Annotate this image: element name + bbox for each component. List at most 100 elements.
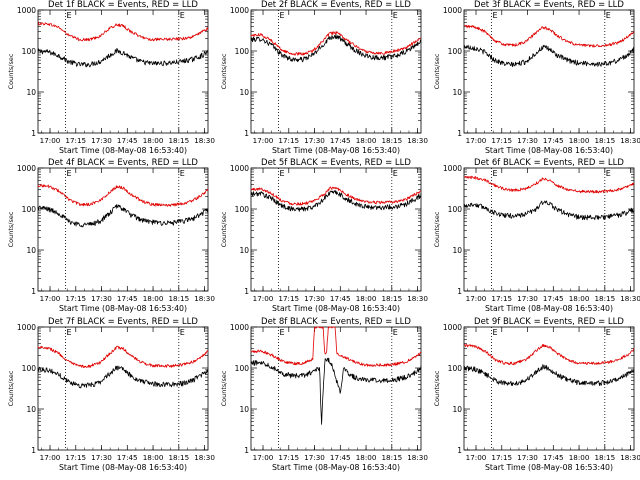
x-tick-label: 17:00 — [40, 136, 61, 145]
y-tick-label: 100 — [235, 47, 250, 56]
x-tick-label: 17:00 — [253, 453, 274, 462]
y-tick-label: 1000 — [230, 323, 249, 332]
plot-frame — [463, 167, 635, 292]
y-tick-label: 10 — [26, 405, 36, 414]
series-lld-line — [250, 31, 422, 56]
eclipse-marker-label: E — [180, 328, 185, 337]
series-lld-line — [463, 25, 635, 48]
y-axis-label: Counts/sec — [220, 53, 228, 89]
x-tick-label: 17:30 — [517, 136, 538, 145]
series-events-line — [250, 189, 422, 212]
x-axis-label: Start Time (08-May-08 16:53:40) — [272, 304, 400, 313]
x-tick-label: 17:00 — [40, 453, 61, 462]
series-lld-line — [463, 343, 635, 366]
panel-title: Det 2f BLACK = Events, RED = LLD — [261, 0, 411, 10]
x-tick-label: 18:30 — [620, 136, 640, 145]
panel-det-7f: Det 7f BLACK = Events, RED = LLD 1 10 100 10… — [7, 317, 215, 472]
y-axis-label: Counts/sec — [220, 211, 228, 247]
y-tick-label: 100 — [448, 205, 463, 214]
x-tick-label: 17:15 — [65, 453, 86, 462]
eclipse-marker-label: E — [180, 169, 185, 178]
y-tick-label: 1 — [244, 446, 249, 455]
series-events-line — [250, 357, 422, 425]
panel-title: Det 5f BLACK = Events, RED = LLD — [261, 158, 411, 168]
x-axis-label: Start Time (08-May-08 16:53:40) — [59, 304, 187, 313]
x-axis-label: Start Time (08-May-08 16:53:40) — [272, 463, 400, 472]
panel-det-9f: Det 9f BLACK = Events, RED = LLD 1 10 100 10… — [433, 317, 640, 472]
series-lld-line — [37, 183, 209, 207]
eclipse-marker-label: E — [66, 11, 71, 20]
x-tick-label: 17:30 — [517, 294, 538, 303]
x-tick-label: 18:30 — [194, 294, 215, 303]
x-tick-label: 18:00 — [356, 136, 377, 145]
y-tick-label: 1 — [31, 446, 36, 455]
panel-det-8f: Det 8f BLACK = Events, RED = LLD 1 10 100 10… — [220, 317, 428, 472]
x-tick-label: 18:30 — [407, 294, 428, 303]
x-tick-label: 17:00 — [253, 136, 274, 145]
panel-det-5f: Det 5f BLACK = Events, RED = LLD 1 10 100 10… — [220, 158, 428, 313]
x-tick-label: 17:00 — [466, 136, 487, 145]
y-tick-label: 1 — [457, 287, 462, 296]
panel-title: Det 1f BLACK = Events, RED = LLD — [48, 0, 198, 10]
x-tick-label: 18:00 — [143, 294, 164, 303]
x-tick-label: 17:30 — [304, 294, 325, 303]
y-axis-label: Counts/sec — [433, 211, 441, 247]
y-tick-label: 1 — [457, 129, 462, 138]
y-tick-label: 1 — [244, 129, 249, 138]
y-tick-label: 1 — [31, 287, 36, 296]
eclipse-marker-label: E — [393, 11, 398, 20]
x-tick-label: 17:15 — [278, 453, 299, 462]
plot-frame — [463, 326, 635, 451]
eclipse-marker-label: E — [180, 11, 185, 20]
y-tick-label: 10 — [239, 88, 249, 97]
y-tick-label: 1000 — [230, 6, 249, 15]
y-tick-label: 100 — [22, 47, 37, 56]
eclipse-marker-label: E — [606, 11, 611, 20]
x-tick-label: 17:45 — [330, 453, 351, 462]
plot-frame — [250, 167, 422, 292]
x-tick-label: 18:00 — [356, 294, 377, 303]
x-tick-label: 17:45 — [543, 136, 564, 145]
x-tick-label: 18:00 — [569, 136, 590, 145]
y-tick-label: 1 — [31, 129, 36, 138]
y-tick-label: 100 — [235, 205, 250, 214]
y-tick-label: 1000 — [17, 6, 36, 15]
y-tick-label: 1 — [244, 287, 249, 296]
x-tick-label: 18:30 — [407, 453, 428, 462]
x-tick-label: 17:45 — [330, 136, 351, 145]
x-tick-label: 18:30 — [194, 136, 215, 145]
x-tick-label: 17:15 — [65, 136, 86, 145]
series-lld-line — [250, 326, 421, 367]
eclipse-marker-label: E — [492, 11, 497, 20]
x-tick-label: 18:15 — [594, 453, 615, 462]
y-tick-label: 10 — [26, 88, 36, 97]
y-tick-label: 10 — [452, 405, 462, 414]
x-tick-label: 17:45 — [543, 453, 564, 462]
x-tick-label: 17:15 — [278, 136, 299, 145]
series-events-line — [250, 33, 422, 63]
x-tick-label: 17:00 — [253, 294, 274, 303]
eclipse-marker-label: E — [279, 328, 284, 337]
x-tick-label: 18:15 — [381, 136, 402, 145]
plot-frame — [37, 326, 209, 451]
y-tick-label: 1 — [457, 446, 462, 455]
plot-frame — [37, 167, 209, 292]
x-tick-label: 18:00 — [356, 453, 377, 462]
panel-title: Det 9f BLACK = Events, RED = LLD — [474, 317, 624, 327]
x-tick-label: 17:45 — [543, 294, 564, 303]
y-tick-label: 10 — [26, 246, 36, 255]
panel-det-3f: Det 3f BLACK = Events, RED = LLD 1 10 100 10… — [433, 0, 640, 155]
x-tick-label: 17:15 — [491, 453, 512, 462]
x-axis-label: Start Time (08-May-08 16:53:40) — [59, 463, 187, 472]
y-tick-label: 100 — [448, 47, 463, 56]
y-tick-label: 1000 — [443, 6, 462, 15]
x-tick-label: 18:15 — [594, 136, 615, 145]
x-tick-label: 18:00 — [569, 453, 590, 462]
x-tick-label: 17:30 — [91, 453, 112, 462]
eclipse-marker-label: E — [66, 169, 71, 178]
panel-title: Det 8f BLACK = Events, RED = LLD — [261, 317, 411, 327]
plot-frame — [37, 9, 209, 134]
eclipse-marker-label: E — [606, 328, 611, 337]
series-events-line — [37, 365, 209, 389]
